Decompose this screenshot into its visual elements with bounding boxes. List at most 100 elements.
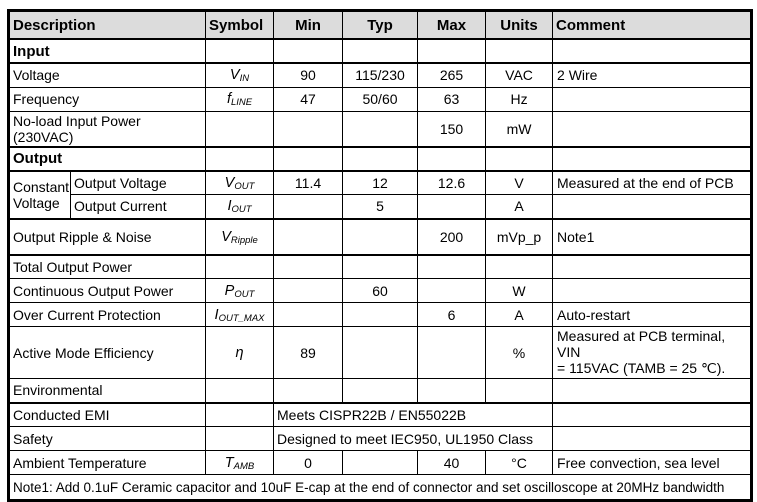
cell-description: Voltage (7, 62, 207, 88)
cell-comment (552, 110, 753, 147)
table-row: Frequency fLINE 47 50/60 63 Hz (7, 86, 753, 112)
cell-typ: 115/230 (342, 62, 419, 88)
cell-compliance-statement: Meets CISPR22B / EN55022B (273, 401, 554, 427)
cell-description: Output Ripple & Noise (7, 217, 207, 255)
table-row: Note1: Add 0.1uF Ceramic capacitor and 1… (7, 474, 753, 501)
cell-max: 12.6 (417, 169, 487, 195)
cell-typ: 50/60 (342, 86, 419, 112)
cell-units: VAC (485, 62, 554, 88)
cell-symbol: VIN (205, 62, 275, 88)
header-row: Description Symbol Min Typ Max Units Com… (7, 10, 753, 40)
cell-comment (552, 378, 753, 403)
cell-compliance-statement: Designed to meet IEC950, UL1950 Class (273, 426, 554, 451)
cell-units (485, 253, 554, 279)
cell-min (273, 278, 344, 303)
symbol-main: V (221, 228, 231, 245)
note-text: Note1: Add 0.1uF Ceramic capacitor and 1… (7, 474, 753, 501)
cell-typ (342, 450, 419, 475)
cell-typ: 12 (342, 169, 419, 195)
cell-symbol: VOUT (205, 169, 275, 195)
spec-table-body: Input Voltage VIN 90 115/230 265 VAC 2 Wire Freq… (7, 38, 753, 501)
column-header-max: Max (417, 10, 487, 40)
column-header-typ: Typ (342, 10, 419, 40)
cell-comment (552, 86, 753, 112)
cell-symbol (205, 110, 275, 147)
cell-units: mVp_p (485, 217, 554, 255)
symbol-subscript: LINE (230, 97, 253, 108)
cell-symbol: fLINE (205, 86, 275, 112)
cell-comment (552, 426, 753, 451)
cell-typ: 60 (342, 278, 419, 303)
cell-units: °C (485, 450, 554, 475)
cell-symbol: IOUT_MAX (205, 302, 275, 327)
cell-units (485, 145, 554, 171)
cell-comment: Note1 (552, 217, 753, 255)
cell-typ (342, 302, 419, 327)
symbol-main: f (226, 91, 231, 107)
cell-typ: 5 (342, 194, 419, 219)
cell-min: 47 (273, 86, 344, 112)
cell-min: 11.4 (273, 169, 344, 195)
cell-comment (552, 38, 753, 64)
cell-min (273, 145, 344, 171)
table-row: Environmental (7, 378, 753, 403)
cell-symbol: IOUT (205, 194, 275, 219)
cell-min (273, 302, 344, 327)
symbol-main: I (227, 198, 232, 215)
symbol-main: η (235, 345, 244, 361)
cell-comment: 2 Wire (552, 62, 753, 88)
cell-max: 200 (417, 217, 487, 255)
cell-max (417, 378, 487, 403)
table-row: Active Mode Efficiency η 89% Measured at PC… (7, 326, 753, 379)
cell-comment (552, 194, 753, 219)
column-header-units: Units (485, 10, 554, 40)
cell-typ (342, 110, 419, 147)
cell-units: A (485, 302, 554, 327)
symbol-subscript: OUT (234, 288, 255, 300)
symbol-main: V (229, 67, 240, 84)
cell-min (273, 110, 344, 147)
symbol-main: I (214, 306, 219, 323)
cell-description: Safety (7, 426, 207, 451)
cell-units: Hz (485, 86, 554, 112)
cell-units: % (485, 326, 554, 379)
column-header-description: Description (7, 10, 207, 40)
cell-description: Frequency (7, 86, 207, 112)
table-row: Ambient Temperature TAMB 0 40 °C Free convect… (7, 450, 753, 475)
table-row: Output (7, 145, 753, 171)
cell-comment (552, 145, 753, 171)
symbol-main: V (224, 174, 235, 191)
cell-min: 0 (273, 450, 344, 475)
cell-min: 89 (273, 326, 344, 379)
cell-max: 6 (417, 302, 487, 327)
cell-comment: Measured at the end of PCB (552, 169, 753, 195)
symbol-subscript: OUT (234, 180, 255, 192)
cell-typ (342, 326, 419, 379)
cell-description: Conducted EMI (7, 401, 207, 427)
symbol-main: T (224, 454, 234, 471)
cell-typ (342, 38, 419, 64)
cell-description: Over Current Protection (7, 302, 207, 327)
cell-group-label: Constant Voltage (8, 169, 71, 219)
cell-max: 150 (417, 110, 487, 147)
cell-symbol (205, 38, 275, 64)
cell-description: Output Current (69, 194, 207, 219)
table-row: Input (7, 38, 753, 64)
cell-max (417, 145, 487, 171)
cell-typ (342, 145, 419, 171)
cell-min (273, 38, 344, 64)
cell-symbol: POUT (205, 278, 275, 303)
cell-min (273, 253, 344, 279)
table-row: Safety Designed to meet IEC950, UL1950 Cl… (7, 426, 753, 451)
cell-comment (552, 401, 753, 427)
cell-symbol: VRipple (205, 217, 275, 255)
table-row: Output Ripple & Noise VRipple 200 mVp_p Note… (7, 217, 753, 255)
cell-description: No-load Input Power (230VAC) (7, 110, 207, 147)
cell-units: W (485, 278, 554, 303)
cell-max (417, 326, 487, 379)
cell-section-title: Input (7, 38, 207, 64)
table-row: Continuous Output Power POUT 60 W (7, 278, 753, 303)
cell-symbol (205, 145, 275, 171)
symbol-subscript: AMB (233, 460, 255, 472)
symbol-subscript: Ripple (230, 234, 258, 246)
